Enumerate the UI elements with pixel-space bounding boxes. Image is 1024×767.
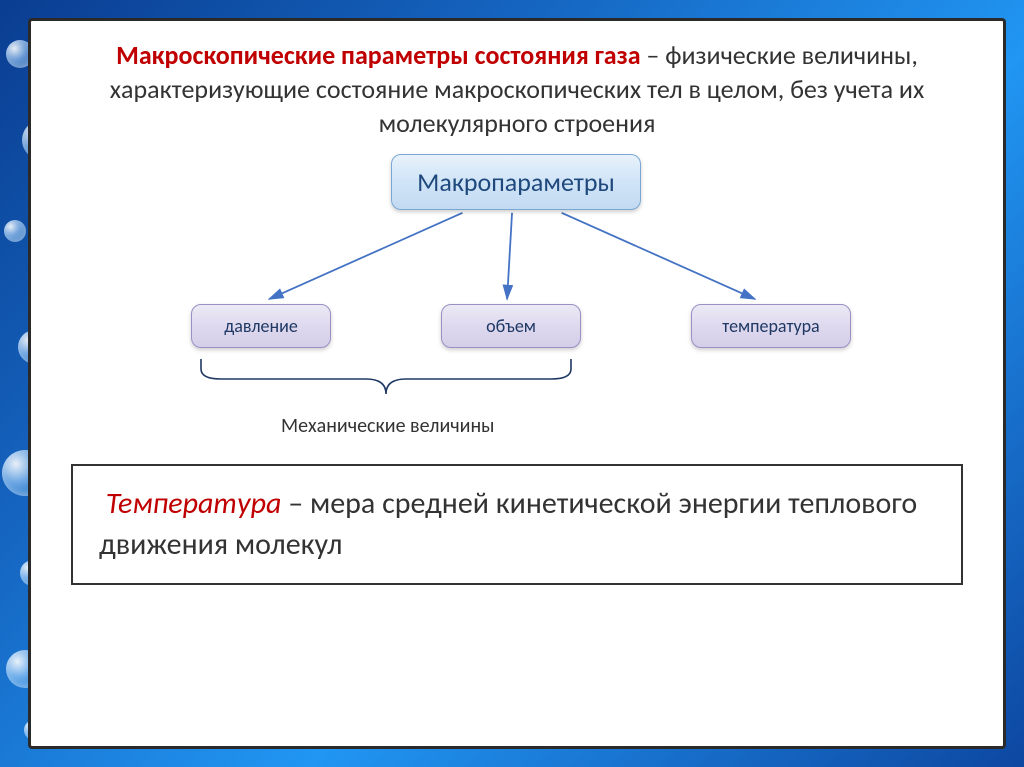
child-node-volume: объем — [441, 304, 581, 348]
bubble — [4, 220, 26, 242]
child-node-label: давление — [224, 315, 298, 337]
brace-path — [201, 359, 571, 394]
slide-heading: Макроскопические параметры состояния газ… — [71, 39, 963, 140]
heading-dash: – — [641, 39, 666, 71]
definition-dash: – — [281, 485, 310, 522]
arrow-to-temperature — [562, 213, 755, 299]
child-node-temperature: температура — [691, 304, 851, 348]
definition-box: Температура – мера средней кинетической … — [71, 464, 963, 585]
arrow-to-volume — [507, 213, 512, 299]
arrow-to-pressure — [269, 213, 462, 299]
concept-diagram: Макропараметры давление объем температур… — [71, 154, 963, 454]
root-node-label: Макропараметры — [417, 166, 615, 198]
heading-title: Макроскопические параметры состояния газ… — [116, 39, 640, 71]
child-node-label: температура — [722, 315, 819, 337]
child-node-pressure: давление — [191, 304, 331, 348]
definition-term: Температура — [106, 485, 282, 522]
brace-label: Механические величины — [281, 414, 494, 438]
root-node-macroparameters: Макропараметры — [391, 154, 641, 210]
child-node-label: объем — [486, 315, 536, 337]
grouping-brace — [181, 354, 591, 404]
content-card: Макроскопические параметры состояния газ… — [28, 18, 1006, 749]
